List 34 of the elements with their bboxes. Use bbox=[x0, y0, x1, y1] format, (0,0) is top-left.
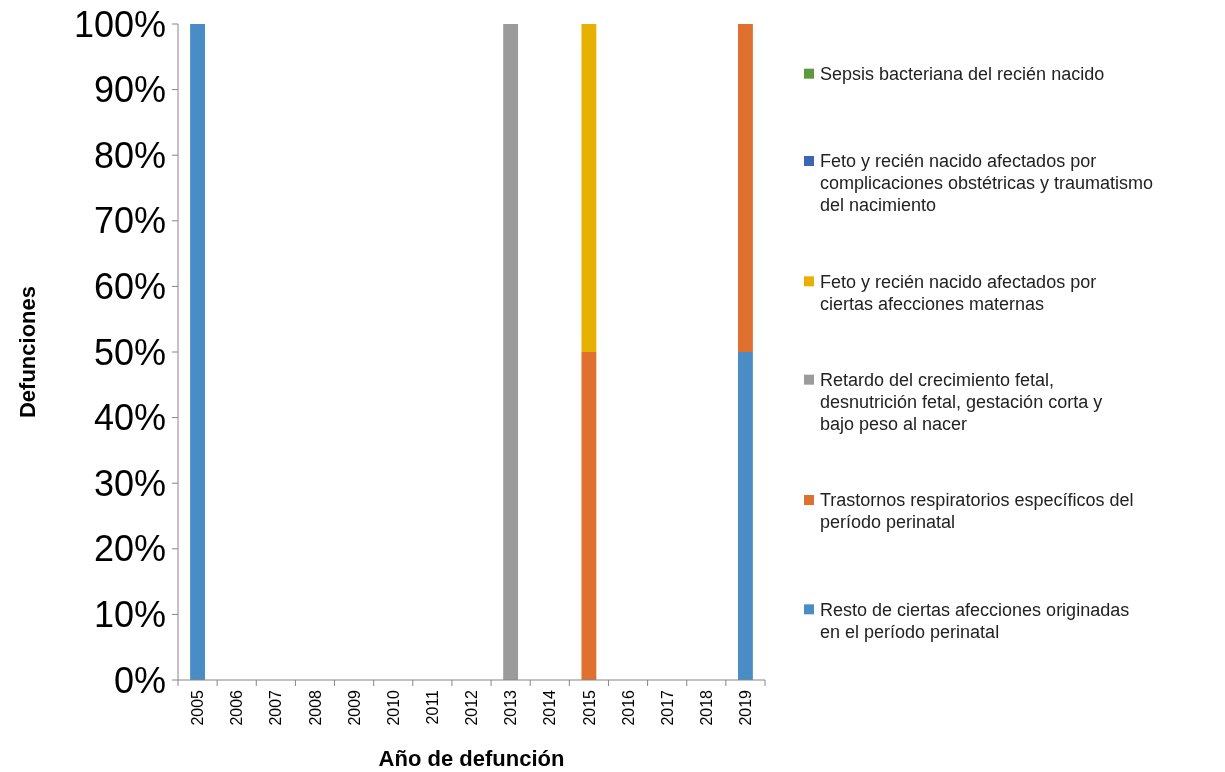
y-tick-label: 100% bbox=[73, 3, 166, 45]
legend-label: Feto y recién nacido afectados por ciertas afecciones maternas bbox=[820, 271, 1097, 314]
x-tick-label: 2009 bbox=[345, 689, 363, 726]
y-tick-label: 30% bbox=[93, 462, 166, 504]
x-tick-label: 2011 bbox=[423, 689, 441, 725]
x-tick-label: 2019 bbox=[737, 689, 755, 726]
x-tick-label: 2008 bbox=[306, 689, 324, 726]
y-tick-label: 80% bbox=[93, 134, 166, 176]
y-tick-label: 90% bbox=[93, 69, 166, 111]
x-tick-label: 2007 bbox=[267, 689, 285, 726]
legend-label: Resto de ciertas afecciones originadas en el período perinatal bbox=[820, 599, 1130, 642]
x-tick-label: 2016 bbox=[619, 689, 637, 726]
x-tick-label: 2006 bbox=[228, 689, 246, 726]
x-tick-label: 2018 bbox=[697, 689, 715, 726]
x-tick-label: 2017 bbox=[658, 689, 676, 726]
legend-label: Trastornos respiratorios específicos del período perinatal bbox=[820, 490, 1134, 533]
y-tick-label: 50% bbox=[93, 331, 166, 373]
legend-label: Retardo del crecimiento fetal, desnutrición fetal, gestación corta y bajo peso al nacer bbox=[820, 369, 1103, 434]
x-tick-label: 2015 bbox=[580, 689, 598, 726]
x-tick-label: 2014 bbox=[541, 689, 559, 726]
x-tick-label: 2005 bbox=[189, 689, 207, 726]
x-tick-label: 2013 bbox=[502, 689, 520, 726]
y-tick-label: 60% bbox=[93, 266, 166, 307]
y-tick-label: 0% bbox=[113, 659, 166, 701]
y-tick-label: 10% bbox=[93, 594, 166, 635]
y-tick-label: 40% bbox=[93, 397, 166, 439]
y-tick-label: 70% bbox=[93, 200, 166, 242]
y-axis-title: Defunciones bbox=[15, 285, 40, 419]
y-tick-label: 20% bbox=[93, 528, 166, 570]
legend-label: Sepsis bacteriana del recién nacido bbox=[820, 63, 1105, 84]
x-tick-label: 2010 bbox=[384, 689, 402, 726]
x-axis-title: Año de defunción bbox=[378, 746, 565, 771]
x-tick-label: 2012 bbox=[463, 689, 481, 726]
legend-label: Feto y recién nacido afectados por complicaciones obstétricas y traumatismo del nacimiento bbox=[820, 151, 1154, 216]
